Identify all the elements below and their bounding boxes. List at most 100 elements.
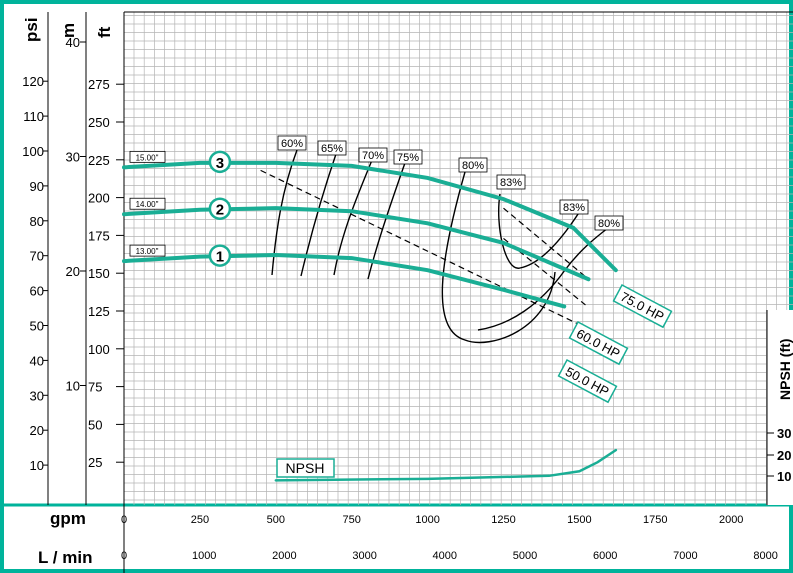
diameter-label: 14.00" [136,200,159,209]
y-axis-ticks: 1020304050607080901001101201020304050607… [22,35,124,473]
gpm-tick-label: 0 [121,514,127,526]
hp-line [503,237,586,306]
ft-tick-label: 100 [88,342,110,357]
efficiency-label-box [277,135,307,151]
npsh-label-box [276,458,335,478]
ft-tick-label: 225 [88,153,110,168]
diameter-box [129,197,166,210]
npsh-axis-title: NPSH (ft) [777,339,793,400]
psi-tick-label: 70 [30,249,44,264]
gpm-tick-label: 500 [267,514,285,526]
efficiency-label: 70% [362,150,384,162]
lmin-tick-label: 4000 [433,550,457,562]
psi-tick-label: 30 [30,388,44,403]
npsh-tick-label: 10 [777,469,791,484]
gpm-tick-label: 1000 [415,514,439,526]
gpm-axis-title: gpm [50,509,86,528]
efficiency-curve [300,153,337,277]
impeller-marker-label: 2 [216,202,224,219]
efficiency-label-box [458,157,488,173]
ft-tick-label: 50 [88,417,102,432]
lmin-tick-label: 7000 [673,550,697,562]
efficiency-label-box [496,174,526,190]
efficiency-label-box [393,149,423,165]
efficiency-label: 65% [321,143,343,155]
efficiency-label: 80% [598,218,620,230]
lmin-tick-label: 0 [121,550,127,562]
ft-tick-label: 75 [88,380,102,395]
lmin-tick-label: 8000 [753,550,777,562]
diameter-box [129,244,166,257]
efficiency-label: 83% [563,202,585,214]
npsh-axis-panel: NPSH (ft) [766,310,793,505]
diameter-box [129,150,166,163]
m-tick-label: 20 [66,264,80,279]
efficiency-label-box [317,140,347,156]
hp-label-box [612,283,673,329]
efficiency-label-box [559,199,589,215]
psi-tick-label: 110 [23,109,44,124]
pump-curves [122,160,618,482]
gpm-tick-label: 250 [191,514,209,526]
impeller-curve-3 [122,160,618,273]
hp-line [260,169,580,326]
impeller-marker-circle [208,244,232,267]
ft-tick-label: 150 [88,266,110,281]
efficiency-curve [498,193,581,269]
m-axis-title: m [59,23,78,38]
gpm-tick-label: 750 [343,514,361,526]
psi-axis-title: psi [22,17,41,42]
bottom-axis-panel: gpm L / min [38,505,125,573]
gpm-tick-label: 1750 [643,514,667,526]
gpm-tick-label: 1250 [491,514,515,526]
ft-tick-label: 25 [88,455,102,470]
efficiency-label-box [358,147,388,163]
ft-tick-label: 200 [88,191,110,206]
efficiency-label: 83% [500,177,522,189]
psi-tick-label: 10 [30,458,44,473]
hp-label-box [568,320,629,366]
diameter-label: 13.00" [136,247,159,256]
m-tick-label: 30 [66,150,80,165]
m-tick-label: 40 [66,35,80,50]
lmin-tick-label: 3000 [352,550,376,562]
npsh-curve [274,448,618,482]
npsh-label: NPSH [286,460,325,476]
impeller-marker-circle [208,197,232,220]
impeller-marker-label: 3 [216,155,224,172]
hp-lines [260,169,589,326]
hp-line [503,207,589,280]
hp-label-box [557,358,618,404]
impeller-curve-1 [122,253,567,309]
efficiency-label-box [594,215,624,231]
npsh-tick-label: 20 [777,448,791,463]
psi-tick-label: 100 [22,144,44,159]
lmin-tick-label: 2000 [272,550,296,562]
gpm-tick-label: 2000 [719,514,743,526]
psi-tick-label: 80 [30,214,44,229]
lmin-tick-label: 6000 [593,550,617,562]
impeller-marker-circle [208,150,232,174]
psi-tick-label: 50 [30,319,44,334]
efficiency-curve [477,227,609,331]
diameter-label: 15.00" [136,153,159,162]
ft-tick-label: 250 [88,115,110,130]
efficiency-label: 60% [281,138,303,150]
psi-tick-label: 90 [30,179,44,194]
psi-tick-label: 120 [22,74,44,89]
efficiency-label: 75% [397,152,419,164]
lmin-tick-label: 5000 [513,550,537,562]
lmin-axis-title: L / min [38,548,92,567]
npsh-tick-label: 30 [777,426,791,441]
impeller-curve-2 [122,206,591,282]
left-axis-panel: psi m ft [22,12,125,505]
psi-tick-label: 20 [30,423,44,438]
ft-tick-label: 125 [88,304,110,319]
efficiency-curve [441,171,556,344]
lmin-tick-label: 1000 [192,550,216,562]
efficiency-label: 80% [462,160,484,172]
ft-tick-label: 275 [88,77,110,92]
npsh-axis-ticks: 30 20 10 [767,426,791,484]
